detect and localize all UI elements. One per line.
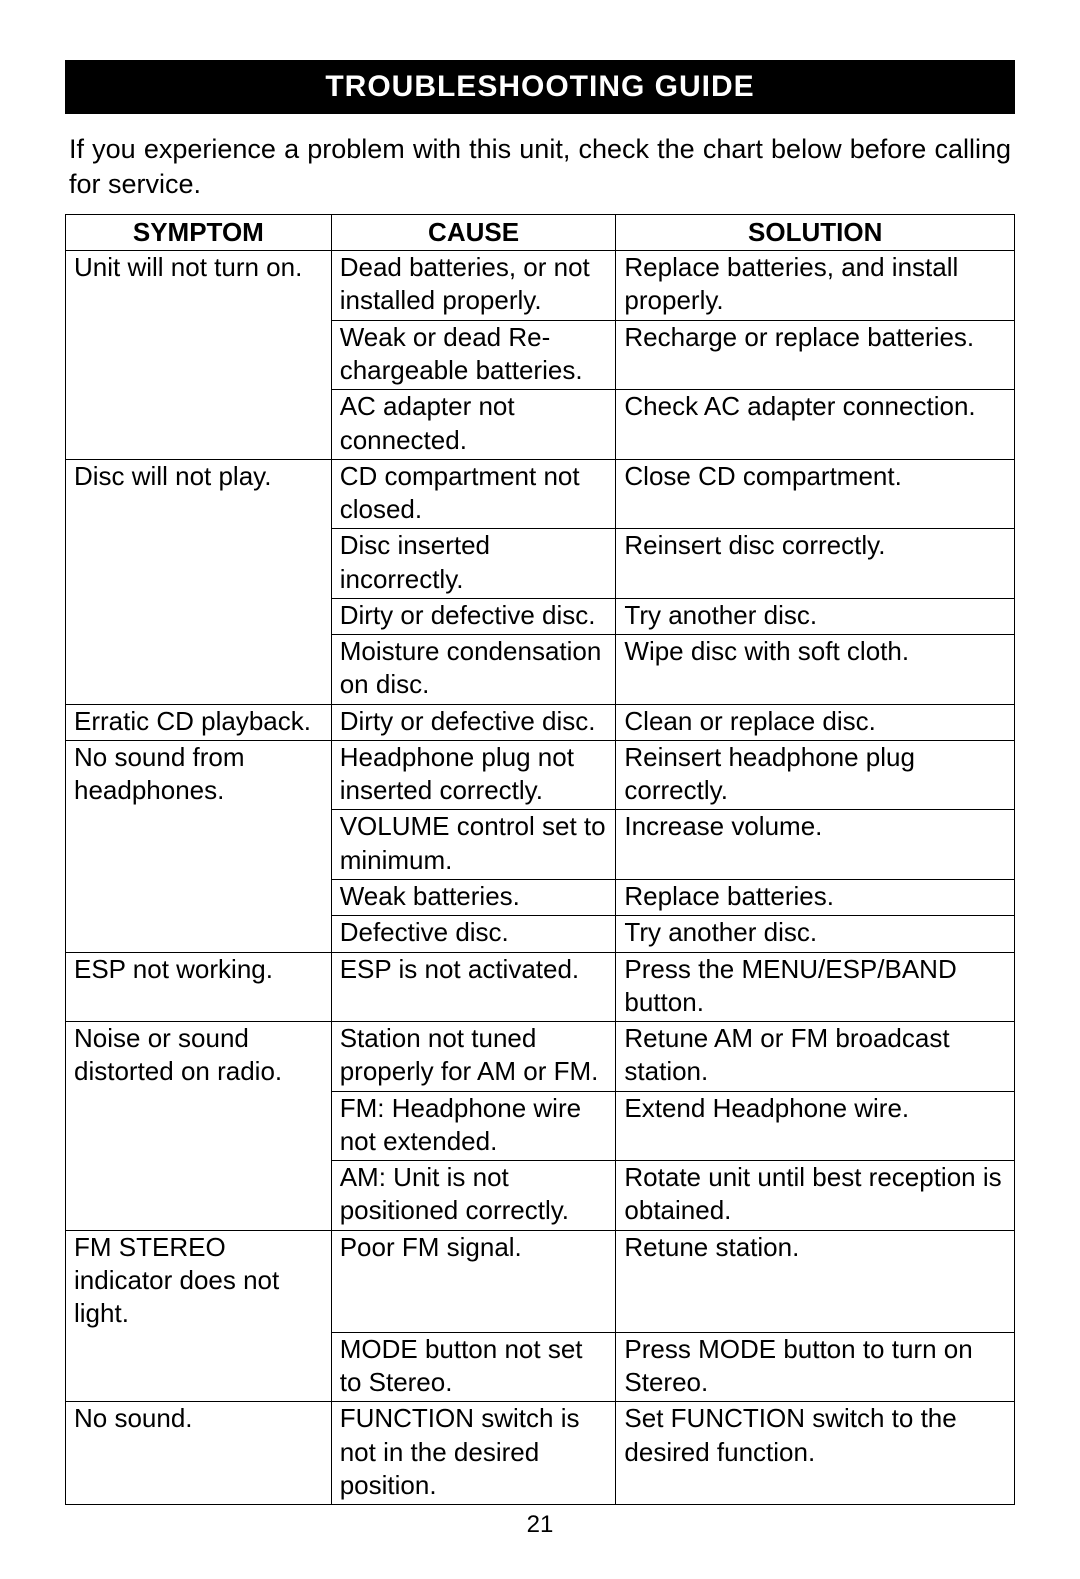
- solution-cell: Increase volume.: [616, 810, 1015, 880]
- cause-cell: Poor FM signal.: [331, 1230, 616, 1332]
- cause-cell: Disc inserted incorrectly.: [331, 529, 616, 599]
- symptom-cell: [66, 390, 332, 460]
- table-row: AM: Unit is not positioned correctly. Ro…: [66, 1161, 1015, 1231]
- table-row: Weak or dead Re-chargeable batteries. Re…: [66, 320, 1015, 390]
- intro-paragraph: If you experience a problem with this un…: [65, 132, 1015, 202]
- solution-cell: Retune station.: [616, 1230, 1015, 1332]
- symptom-cell: [66, 879, 332, 915]
- header-solution: SOLUTION: [616, 215, 1015, 251]
- cause-cell: CD compartment not closed.: [331, 459, 616, 529]
- table-row: Erratic CD playback. Dirty or defective …: [66, 704, 1015, 740]
- solution-cell: Set FUNCTION switch to the desired funct…: [616, 1402, 1015, 1505]
- title-bar: TROUBLESHOOTING GUIDE: [65, 60, 1015, 114]
- solution-cell: Close CD compartment.: [616, 459, 1015, 529]
- table-row: Noise or sound distorted on radio. Stati…: [66, 1022, 1015, 1092]
- cause-cell: VOLUME control set to minimum.: [331, 810, 616, 880]
- header-cause: CAUSE: [331, 215, 616, 251]
- solution-cell: Try another disc.: [616, 598, 1015, 634]
- header-symptom: SYMPTOM: [66, 215, 332, 251]
- cause-cell: FM: Headphone wire not extended.: [331, 1091, 616, 1161]
- table-row: Moisture condensation on disc. Wipe disc…: [66, 635, 1015, 705]
- cause-cell: Weak or dead Re-chargeable batteries.: [331, 320, 616, 390]
- symptom-cell: Noise or sound distorted on radio.: [66, 1022, 332, 1092]
- table-row: ESP not working. ESP is not activated. P…: [66, 952, 1015, 1022]
- table-row: VOLUME control set to minimum. Increase …: [66, 810, 1015, 880]
- table-row: Unit will not turn on. Dead batteries, o…: [66, 251, 1015, 321]
- solution-cell: Press MODE button to turn on Stereo.: [616, 1332, 1015, 1402]
- table-row: FM: Headphone wire not extended. Extend …: [66, 1091, 1015, 1161]
- symptom-cell: [66, 320, 332, 390]
- solution-cell: Extend Headphone wire.: [616, 1091, 1015, 1161]
- symptom-cell: [66, 810, 332, 880]
- troubleshooting-table: SYMPTOM CAUSE SOLUTION Unit will not tur…: [65, 214, 1015, 1505]
- table-row: MODE button not set to Stereo. Press MOD…: [66, 1332, 1015, 1402]
- cause-cell: ESP is not activated.: [331, 952, 616, 1022]
- cause-cell: Defective disc.: [331, 916, 616, 952]
- table-header-row: SYMPTOM CAUSE SOLUTION: [66, 215, 1015, 251]
- solution-cell: Clean or replace disc.: [616, 704, 1015, 740]
- symptom-cell: Unit will not turn on.: [66, 251, 332, 321]
- symptom-cell: FM STEREO indicator does not light.: [66, 1230, 332, 1332]
- solution-cell: Press the MENU/ESP/BAND button.: [616, 952, 1015, 1022]
- symptom-cell: Disc will not play.: [66, 459, 332, 529]
- symptom-cell: [66, 598, 332, 634]
- cause-cell: Dirty or defective disc.: [331, 598, 616, 634]
- symptom-cell: No sound from headphones.: [66, 740, 332, 810]
- cause-cell: MODE button not set to Stereo.: [331, 1332, 616, 1402]
- cause-cell: Moisture condensation on disc.: [331, 635, 616, 705]
- table-row: FM STEREO indicator does not light. Poor…: [66, 1230, 1015, 1332]
- table-row: Disc will not play. CD compartment not c…: [66, 459, 1015, 529]
- cause-cell: FUNCTION switch is not in the desired po…: [331, 1402, 616, 1505]
- symptom-cell: [66, 1091, 332, 1161]
- table-row: Weak batteries. Replace batteries.: [66, 879, 1015, 915]
- solution-cell: Retune AM or FM broadcast station.: [616, 1022, 1015, 1092]
- symptom-cell: [66, 529, 332, 599]
- solution-cell: Reinsert disc correctly.: [616, 529, 1015, 599]
- symptom-cell: [66, 1161, 332, 1231]
- table-row: AC adapter not connected. Check AC adapt…: [66, 390, 1015, 460]
- page-number: 21: [65, 1511, 1015, 1539]
- solution-cell: Replace batteries.: [616, 879, 1015, 915]
- table-row: Dirty or defective disc. Try another dis…: [66, 598, 1015, 634]
- cause-cell: AC adapter not connected.: [331, 390, 616, 460]
- cause-cell: Weak batteries.: [331, 879, 616, 915]
- solution-cell: Recharge or replace batteries.: [616, 320, 1015, 390]
- symptom-cell: No sound.: [66, 1402, 332, 1505]
- symptom-cell: [66, 916, 332, 952]
- cause-cell: Dead batteries, or not installed properl…: [331, 251, 616, 321]
- solution-cell: Wipe disc with soft cloth.: [616, 635, 1015, 705]
- table-row: No sound. FUNCTION switch is not in the …: [66, 1402, 1015, 1505]
- symptom-cell: [66, 1332, 332, 1402]
- symptom-cell: [66, 635, 332, 705]
- symptom-cell: Erratic CD playback.: [66, 704, 332, 740]
- solution-cell: Check AC adapter connection.: [616, 390, 1015, 460]
- cause-cell: AM: Unit is not positioned correctly.: [331, 1161, 616, 1231]
- table-row: Defective disc. Try another disc.: [66, 916, 1015, 952]
- symptom-cell: ESP not working.: [66, 952, 332, 1022]
- cause-cell: Headphone plug not inserted correctly.: [331, 740, 616, 810]
- solution-cell: Rotate unit until best reception is obta…: [616, 1161, 1015, 1231]
- table-row: Disc inserted incorrectly. Reinsert disc…: [66, 529, 1015, 599]
- solution-cell: Try another disc.: [616, 916, 1015, 952]
- solution-cell: Reinsert headphone plug correctly.: [616, 740, 1015, 810]
- cause-cell: Station not tuned properly for AM or FM.: [331, 1022, 616, 1092]
- cause-cell: Dirty or defective disc.: [331, 704, 616, 740]
- solution-cell: Replace batteries, and install properly.: [616, 251, 1015, 321]
- table-row: No sound from headphones. Headphone plug…: [66, 740, 1015, 810]
